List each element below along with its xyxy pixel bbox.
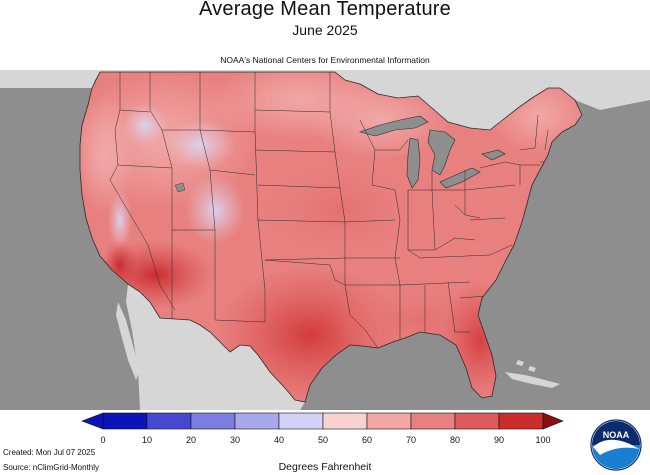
great-lakes bbox=[358, 115, 506, 189]
scale-tick-label: 40 bbox=[273, 435, 285, 445]
great-salt-lake bbox=[174, 182, 186, 193]
scale-tick-label: 100 bbox=[535, 435, 551, 445]
scale-segment bbox=[278, 412, 324, 430]
scale-tick-label: 10 bbox=[141, 435, 153, 445]
scale-segment bbox=[234, 412, 280, 430]
scale-segment bbox=[410, 412, 456, 430]
scale-segment bbox=[322, 412, 368, 430]
scale-tick-label: 80 bbox=[449, 435, 461, 445]
state-boundaries bbox=[109, 72, 555, 349]
scale-tick-label: 20 bbox=[185, 435, 197, 445]
scale-low-arrow bbox=[81, 412, 104, 430]
scale-segment bbox=[454, 412, 500, 430]
scale-tick-label: 0 bbox=[100, 435, 106, 445]
scale-segment bbox=[146, 412, 192, 430]
bahamas-islands bbox=[516, 360, 536, 372]
scale-tick-label: 70 bbox=[405, 435, 417, 445]
created-date: Created: Mon Jul 07 2025 bbox=[3, 448, 96, 457]
noaa-logo-text: NOAA bbox=[603, 430, 630, 440]
scale-tick-label: 30 bbox=[229, 435, 241, 445]
scale-segment bbox=[102, 412, 148, 430]
data-source: Source: nClimGrid-Monthly bbox=[3, 463, 100, 472]
scale-tick-label: 60 bbox=[361, 435, 373, 445]
scale-high-arrow bbox=[542, 412, 564, 430]
legend-axis-label: Degrees Fahrenheit bbox=[278, 461, 372, 473]
scale-segment bbox=[498, 412, 544, 430]
mexico-landmass bbox=[126, 284, 305, 410]
canada-landmass bbox=[0, 70, 650, 130]
baja-peninsula bbox=[116, 302, 140, 380]
color-scale-bar bbox=[81, 412, 564, 430]
scale-segment bbox=[366, 412, 412, 430]
scale-tick-label: 50 bbox=[317, 435, 329, 445]
cuba-island bbox=[505, 372, 560, 388]
map-title: Average Mean Temperature bbox=[199, 0, 451, 20]
temperature-map bbox=[0, 70, 650, 410]
noaa-logo: NOAA bbox=[590, 419, 642, 471]
map-subtitle: June 2025 bbox=[292, 22, 358, 38]
scale-segment bbox=[190, 412, 236, 430]
scale-tick-label: 90 bbox=[493, 435, 505, 445]
source-attribution: NOAA's National Centers for Environmenta… bbox=[220, 55, 430, 65]
